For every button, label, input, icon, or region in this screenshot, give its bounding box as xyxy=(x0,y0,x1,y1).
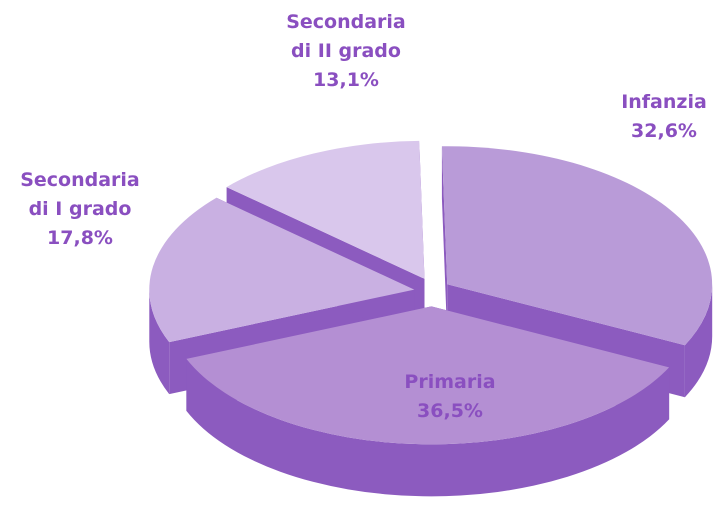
value-label: 32,6% xyxy=(631,120,697,142)
slice xyxy=(226,140,425,279)
value-label: 17,8% xyxy=(47,227,113,249)
slice-side xyxy=(441,146,448,337)
value-label: 13,1% xyxy=(313,69,379,91)
category-label: Primaria xyxy=(404,371,496,393)
category-label: Secondaria di I grado xyxy=(20,169,140,220)
slice-wall xyxy=(186,358,670,497)
slice-label: Infanzia 32,6% xyxy=(602,88,719,146)
slice-wall xyxy=(149,289,170,395)
slice-label: Primaria 36,5% xyxy=(388,368,512,426)
category-label: Secondaria di II grado xyxy=(286,11,406,62)
category-label: Infanzia xyxy=(621,91,707,113)
slice xyxy=(186,306,670,445)
value-label: 36,5% xyxy=(417,400,483,422)
slice xyxy=(149,197,415,343)
slice-label: Secondaria di II grado 13,1% xyxy=(284,8,408,95)
slice-label: Secondaria di I grado 17,8% xyxy=(18,166,142,253)
slice xyxy=(441,146,713,346)
slice-wall xyxy=(684,284,713,398)
